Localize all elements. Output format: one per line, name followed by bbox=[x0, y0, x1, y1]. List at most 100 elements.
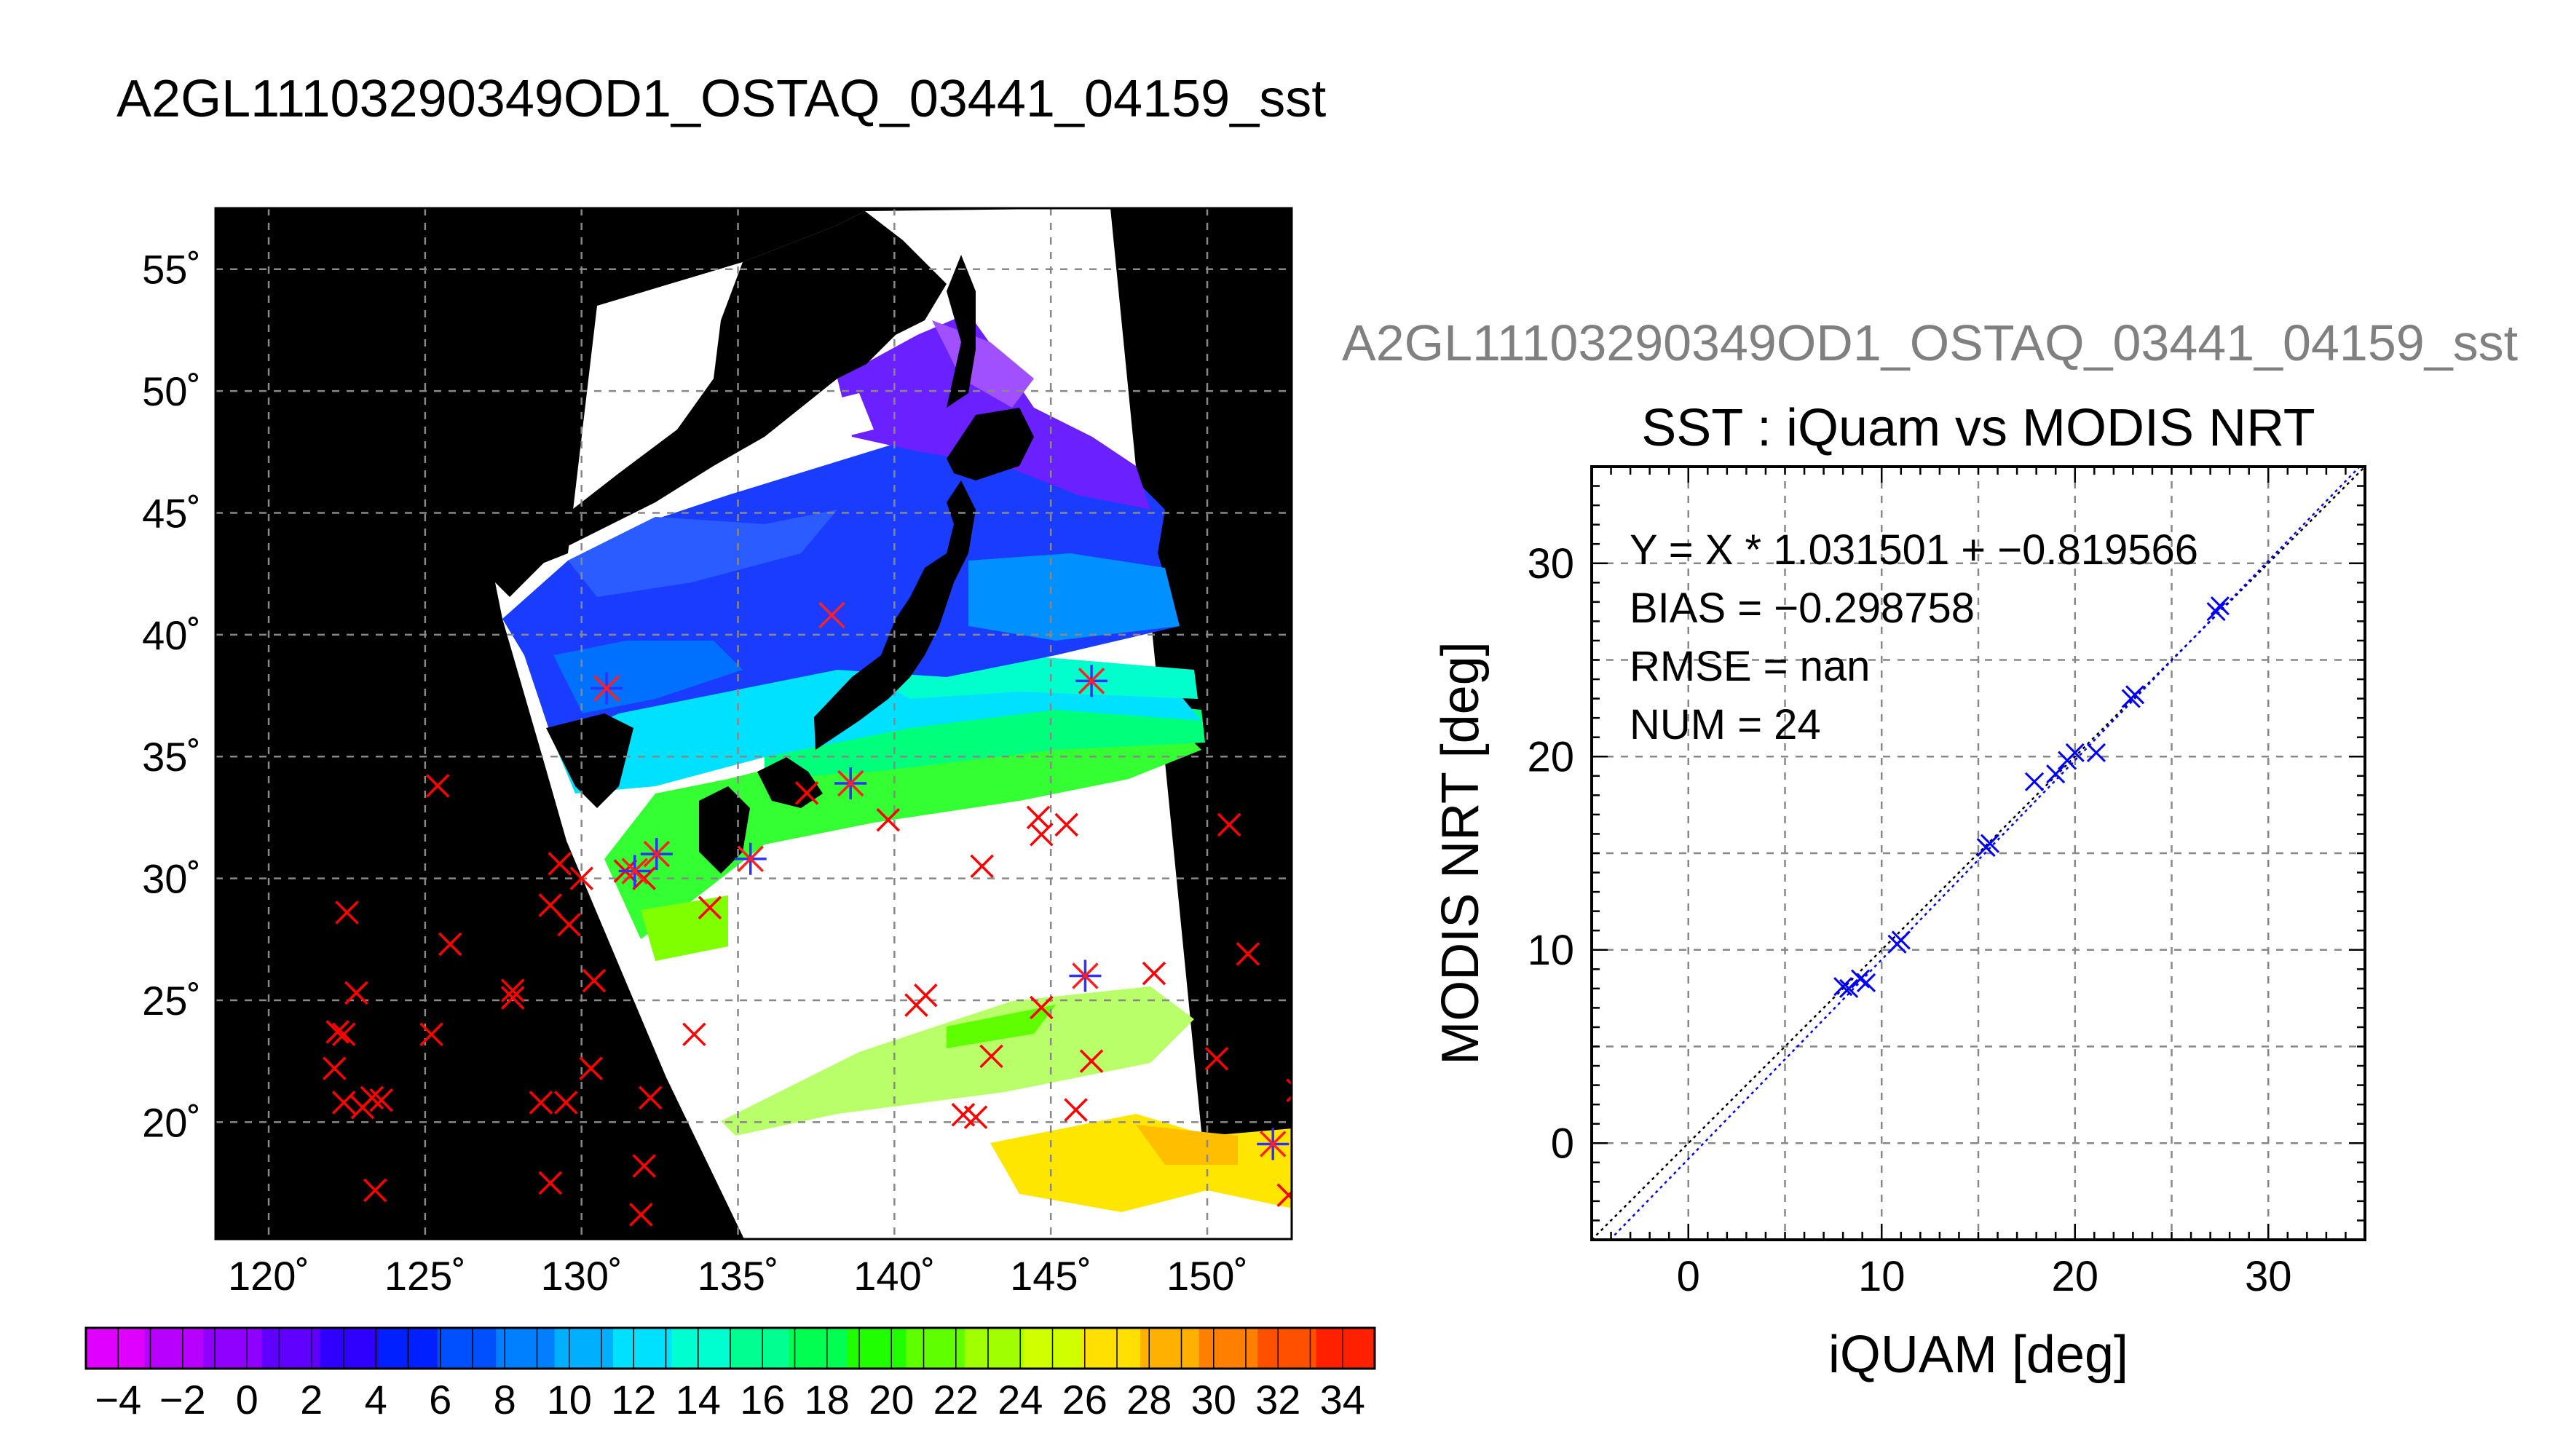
latitude-tick-label: 40˚ bbox=[142, 612, 201, 658]
sst-map: 120˚ 125˚ 130˚ 135˚ 140˚ 145˚ 150˚ 55˚ 50˚ 45˚ 40… bbox=[142, 207, 1293, 1299]
colorbar-cell bbox=[1198, 1328, 1258, 1369]
y-axis-label: MODIS NRT [deg] bbox=[1431, 641, 1490, 1065]
sst-patch-blue3 bbox=[968, 553, 1180, 641]
rmse-value: RMSE = nan bbox=[1630, 643, 1870, 690]
matchup-markers bbox=[323, 599, 1292, 1227]
scatter-point bbox=[1850, 969, 1871, 989]
matchup-marker-red bbox=[1204, 1047, 1229, 1071]
colorbar-cell bbox=[1081, 1328, 1141, 1369]
colorbar-cells bbox=[86, 1328, 1375, 1369]
one-to-one-line bbox=[1592, 467, 2365, 1240]
num-value: NUM = 24 bbox=[1630, 701, 1821, 748]
matchup-marker-red bbox=[1217, 812, 1241, 837]
matchup-marker-red bbox=[360, 1085, 384, 1110]
colorbar-cell bbox=[554, 1328, 614, 1369]
matchup-marker-blue bbox=[1257, 1128, 1290, 1160]
latitude-tick-label: 55˚ bbox=[142, 247, 201, 293]
longitude-tick-label: 145˚ bbox=[1010, 1253, 1091, 1299]
matchup-marker-red bbox=[698, 895, 722, 919]
sst-patch-orange bbox=[1136, 1125, 1238, 1165]
scatter-point bbox=[1856, 973, 1876, 992]
land-asia-coast bbox=[495, 211, 947, 597]
scatter-point bbox=[2065, 743, 2085, 763]
colorbar-label: −4 bbox=[95, 1377, 141, 1423]
map-longitude-labels: 120˚ 125˚ 130˚ 135˚ 140˚ 145˚ 150˚ bbox=[228, 1253, 1248, 1299]
x-tick-label: 0 bbox=[1677, 1253, 1700, 1300]
x-tick-label: 10 bbox=[1858, 1253, 1906, 1300]
colorbar-label: 10 bbox=[547, 1377, 592, 1423]
colorbar-cell bbox=[437, 1328, 497, 1369]
matchup-marker-red bbox=[1030, 995, 1054, 1020]
colorbar-label: 30 bbox=[1191, 1377, 1236, 1423]
matchup-marker-blue bbox=[1075, 665, 1108, 697]
cloud-patch-3 bbox=[772, 844, 874, 895]
matchup-marker-red bbox=[500, 978, 525, 1002]
colorbar-label: −2 bbox=[159, 1377, 206, 1423]
latitude-tick-label: 35˚ bbox=[142, 734, 201, 780]
scatter-point bbox=[1839, 978, 1859, 998]
sst-patch-violet2 bbox=[932, 320, 1034, 408]
sst-patch-green bbox=[947, 1005, 1056, 1048]
colorbar-label: 14 bbox=[676, 1377, 721, 1423]
matchup-marker-red bbox=[629, 1203, 653, 1227]
colorbar-label: 2 bbox=[300, 1377, 323, 1423]
scatter-point bbox=[2206, 602, 2226, 622]
scatter-point bbox=[2024, 772, 2045, 791]
matchup-marker-red bbox=[335, 901, 359, 925]
colorbar-label: 0 bbox=[236, 1377, 258, 1423]
map-latitude-labels: 55˚ 50˚ 45˚ 40˚ 35˚ 30˚ 25˚ 20˚ bbox=[142, 247, 201, 1146]
matchup-marker-red bbox=[363, 1178, 387, 1203]
matchup-marker-blue bbox=[618, 855, 651, 887]
matchup-marker-red bbox=[582, 968, 607, 993]
scatter-minor-ticks bbox=[1592, 467, 2365, 1240]
scatter-filename: A2GL11103290349OD1_OSTAQ_03441_04159_sst bbox=[1342, 314, 2518, 371]
longitude-tick-label: 135˚ bbox=[697, 1253, 778, 1299]
matchup-marker-blue bbox=[1069, 960, 1102, 992]
colorbar-label: 32 bbox=[1255, 1377, 1300, 1423]
scatter-plot: 0 10 20 30 0 10 20 30 Y = X * 1.031501 + −0.81… bbox=[1431, 465, 2366, 1384]
matchup-marker-red bbox=[904, 993, 928, 1017]
colorbar: −4 −2 0 2 4 6 8 10 12 14 16 18 20 22 24 26 28 30 32 34 bbox=[84, 1326, 1376, 1423]
colorbar-frame bbox=[84, 1326, 1376, 1370]
colorbar-cell bbox=[496, 1328, 556, 1369]
colorbar-cell bbox=[86, 1328, 145, 1369]
matchup-marker-blue bbox=[640, 838, 673, 871]
colorbar-cell bbox=[906, 1328, 965, 1369]
colorbar-label: 26 bbox=[1062, 1377, 1107, 1423]
y-tick-label: 10 bbox=[1527, 927, 1574, 974]
colorbar-cell bbox=[261, 1328, 321, 1369]
scatter-point bbox=[1891, 930, 1911, 950]
longitude-tick-label: 140˚ bbox=[853, 1253, 935, 1299]
colorbar-label: 12 bbox=[611, 1377, 656, 1423]
colorbar-label: 8 bbox=[494, 1377, 516, 1423]
colorbar-cell bbox=[847, 1328, 907, 1369]
matchup-marker-blue bbox=[816, 599, 848, 632]
matchup-marker-red bbox=[557, 912, 581, 937]
matchup-marker-blue bbox=[734, 842, 767, 875]
y-tick-label: 20 bbox=[1527, 733, 1574, 780]
matchup-marker-red bbox=[876, 807, 900, 832]
colorbar-label: 18 bbox=[805, 1377, 850, 1423]
matchup-marker-red bbox=[344, 981, 368, 1005]
longitude-tick-label: 130˚ bbox=[541, 1253, 623, 1299]
scatter-y-tick-labels: 0 10 20 30 bbox=[1527, 540, 1574, 1168]
colorbar-label: 16 bbox=[740, 1377, 785, 1423]
sst-band-green2 bbox=[765, 699, 1205, 779]
matchup-marker-red bbox=[331, 1091, 356, 1115]
matchup-marker-red bbox=[438, 932, 462, 957]
colorbar-label: 28 bbox=[1126, 1377, 1172, 1423]
stats-annotation: Y = X * 1.031501 + −0.819566 BIAS = −0.2… bbox=[1630, 526, 2198, 748]
land-sakhalin bbox=[947, 255, 976, 408]
matchup-marker-red bbox=[325, 1020, 350, 1044]
colorbar-labels: −4 −2 0 2 4 6 8 10 12 14 16 18 20 22 24 26 28 30 32 34 bbox=[95, 1377, 1365, 1423]
land-shikoku bbox=[757, 757, 823, 808]
scatter-grid bbox=[1592, 467, 2365, 1240]
scatter-point bbox=[1980, 834, 1999, 853]
colorbar-cell bbox=[1257, 1328, 1317, 1369]
bias-value: BIAS = −0.298758 bbox=[1630, 585, 1975, 632]
matchup-marker-red bbox=[569, 866, 593, 890]
colorbar-cell bbox=[964, 1328, 1024, 1369]
map-imagery bbox=[216, 208, 1292, 1239]
sst-band-kuroshio bbox=[604, 713, 1201, 939]
